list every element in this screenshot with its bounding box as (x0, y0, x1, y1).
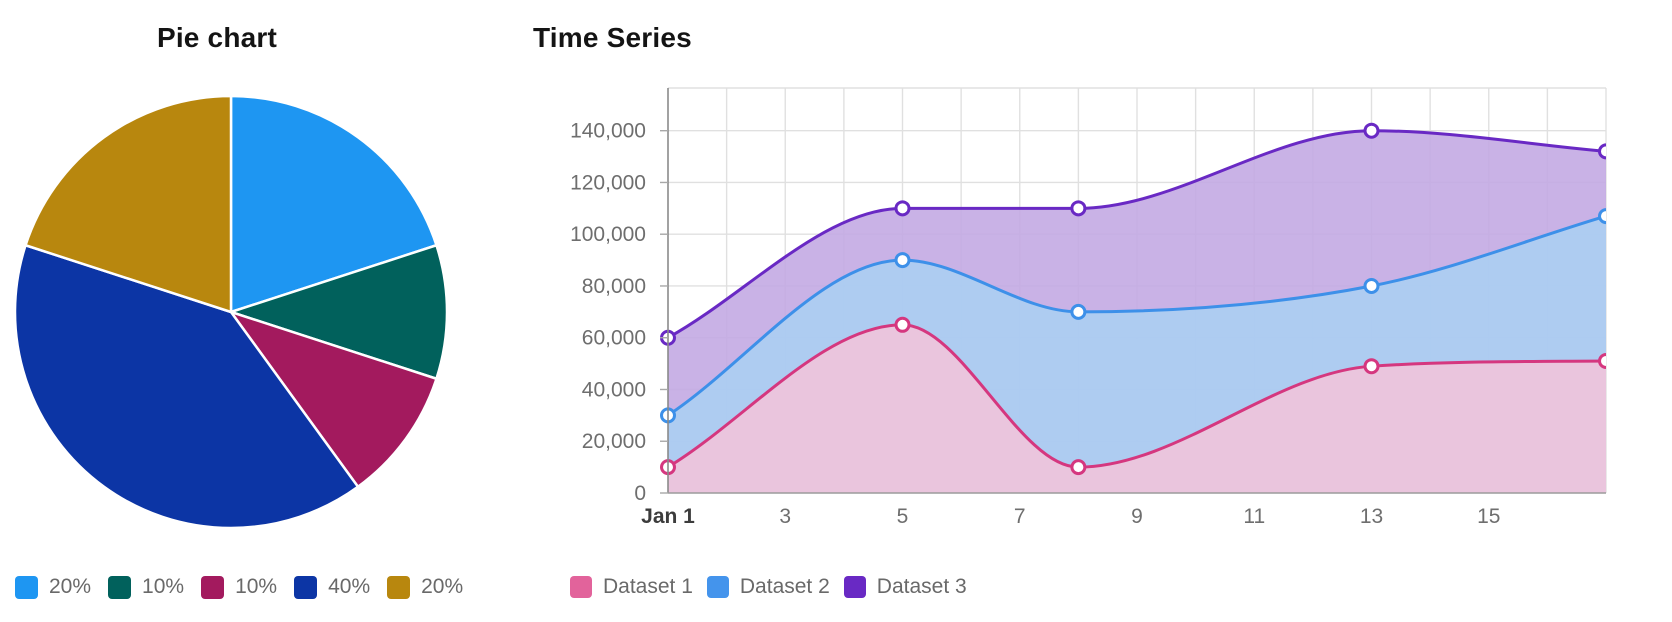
time-series-title: Time Series (533, 22, 692, 53)
legend-label: 20% (49, 575, 92, 598)
y-axis-label: 120,000 (570, 171, 646, 194)
legend-label: Dataset 1 (603, 575, 693, 598)
legend-swatch (387, 575, 411, 599)
pie-legend-item-4[interactable]: 40% (294, 575, 370, 599)
legend-label: 10% (142, 575, 185, 598)
marker-dataset-2-5 (1598, 208, 1606, 225)
y-axis-label: 40,000 (582, 378, 646, 401)
x-axis-label: 11 (1243, 505, 1265, 528)
legend-swatch (706, 576, 729, 598)
line-dataset-3 (667, 129, 1606, 340)
y-axis-label: 80,000 (582, 275, 646, 298)
pie-slice-2-10% (229, 244, 449, 380)
marker-dataset-2-4 (1363, 277, 1380, 294)
x-axis-label: Jan 1 (641, 505, 695, 528)
axes (660, 88, 1606, 494)
pie-chart-legend: 20% 10% 10% 40% 20% (15, 575, 463, 599)
x-axis-label: 15 (1477, 505, 1500, 528)
x-axis-label: 3 (779, 505, 791, 528)
marker-dataset-3-5 (1598, 143, 1606, 160)
marker-dataset-3-4 (1363, 122, 1380, 139)
y-axis-label: 140,000 (570, 120, 646, 143)
axis-labels: 0 20,000 40,000 60,000 80,000 100,000 120,000 1… (570, 120, 1500, 528)
y-axis-label: 100,000 (570, 223, 646, 246)
pie-chart-title: Pie chart (156, 22, 278, 53)
legend-label: Dataset 2 (739, 575, 830, 598)
pie-chart (13, 94, 449, 530)
legend-swatch (570, 576, 592, 598)
pie-legend-item-2[interactable]: 10% (108, 575, 184, 599)
ts-legend-item-1[interactable]: Dataset 1 (570, 575, 693, 599)
pie-legend-item-1[interactable]: 20% (15, 575, 91, 599)
x-axis-label: 9 (1131, 505, 1143, 528)
plot-area (660, 122, 1606, 493)
marker-dataset-2-2 (894, 252, 911, 269)
marker-dataset-1-5 (1598, 353, 1606, 370)
pie-slices (13, 94, 449, 530)
marker-dataset-1-4 (1363, 358, 1380, 375)
y-axis-label: 0 (634, 482, 646, 505)
y-axis-label: 20,000 (582, 430, 646, 453)
marker-dataset-2-3 (1070, 303, 1087, 320)
pie-slice-5-20% (24, 94, 233, 314)
marker-dataset-1-2 (894, 316, 911, 333)
marker-dataset-3-3 (1070, 200, 1087, 217)
pie-slice-3-10% (229, 310, 438, 488)
x-axis-label: 7 (1014, 505, 1026, 528)
legend-swatch (294, 575, 318, 599)
y-axis-label: 60,000 (582, 327, 646, 350)
time-series-chart: 0 20,000 40,000 60,000 80,000 100,000 120,000 1… (570, 87, 1607, 528)
legend-swatch (108, 575, 132, 599)
pie-slice-4-40% (13, 244, 360, 530)
legend-swatch (15, 575, 38, 599)
legend-label: 40% (328, 575, 371, 598)
ts-legend-item-2[interactable]: Dataset 2 (706, 575, 830, 599)
legend-swatch (201, 575, 225, 599)
pie-legend-item-5[interactable]: 20% (387, 575, 463, 599)
marker-dataset-1-3 (1070, 459, 1087, 476)
pie-slice-1-20% (229, 94, 438, 314)
ts-legend-item-3[interactable]: Dataset 3 (843, 575, 967, 599)
pie-legend-item-3[interactable]: 10% (201, 575, 277, 599)
legend-label: 20% (421, 575, 464, 598)
marker-dataset-3-2 (894, 200, 911, 217)
x-axis-label: 13 (1360, 505, 1383, 528)
legend-label: Dataset 3 (876, 575, 967, 598)
legend-label: 10% (235, 575, 278, 598)
legend-swatch (843, 576, 866, 598)
x-axis-label: 5 (897, 505, 909, 528)
time-series-legend: Dataset 1 Dataset 2 Dataset 3 (570, 575, 967, 599)
